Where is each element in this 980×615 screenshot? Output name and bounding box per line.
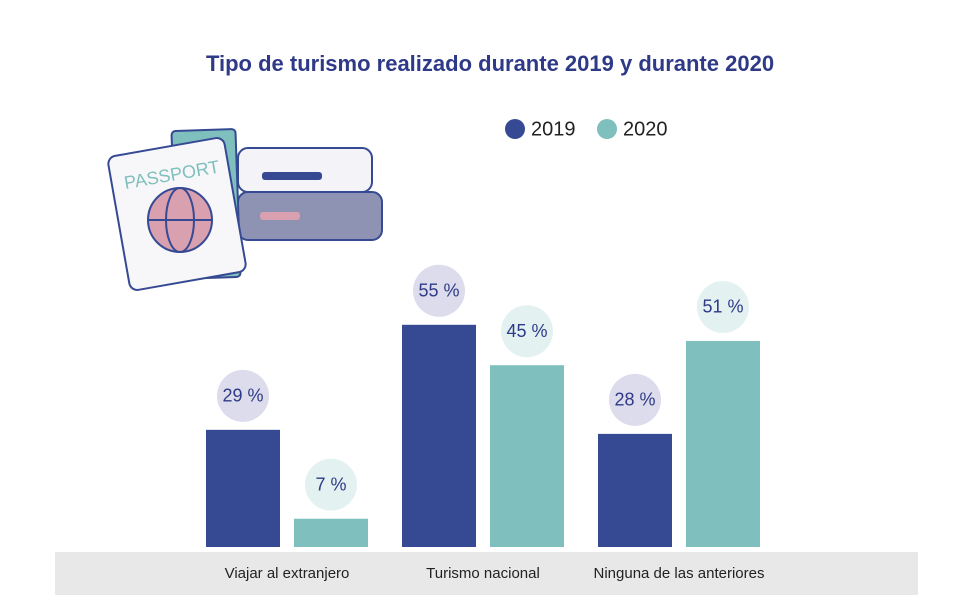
bar <box>598 433 672 547</box>
value-label-bg <box>217 369 269 422</box>
x-tick-label: Ninguna de las anteriores <box>594 565 765 582</box>
suitcase-handle <box>260 212 300 220</box>
value-label: 51 % <box>702 297 743 317</box>
value-label: 55 % <box>418 281 459 301</box>
value-label-bg <box>609 373 661 426</box>
suitcase-handle <box>262 172 322 180</box>
bar <box>402 324 476 547</box>
suitcase <box>237 191 383 241</box>
value-label-bg <box>413 264 465 317</box>
value-label-bg <box>501 305 553 358</box>
bar <box>206 429 280 547</box>
legend-label: 2019 <box>531 118 576 140</box>
legend-label: 2020 <box>623 118 668 140</box>
value-label: 28 % <box>614 390 655 410</box>
value-label: 29 % <box>222 386 263 406</box>
value-label: 7 % <box>315 474 346 494</box>
illustration: PASSPORT <box>107 128 383 291</box>
bar <box>686 340 760 547</box>
value-label-bg <box>305 458 357 511</box>
legend-marker <box>505 119 525 139</box>
bar <box>294 518 368 547</box>
category-band <box>55 552 918 595</box>
bar <box>490 365 564 547</box>
chart-title: Tipo de turismo realizado durante 2019 y… <box>206 51 774 76</box>
x-tick-label: Turismo nacional <box>426 565 540 582</box>
value-label: 45 % <box>506 321 547 341</box>
suitcase <box>237 147 373 193</box>
x-tick-label: Viajar al extranjero <box>225 565 350 582</box>
legend-marker <box>597 119 617 139</box>
value-label-bg <box>697 280 749 333</box>
